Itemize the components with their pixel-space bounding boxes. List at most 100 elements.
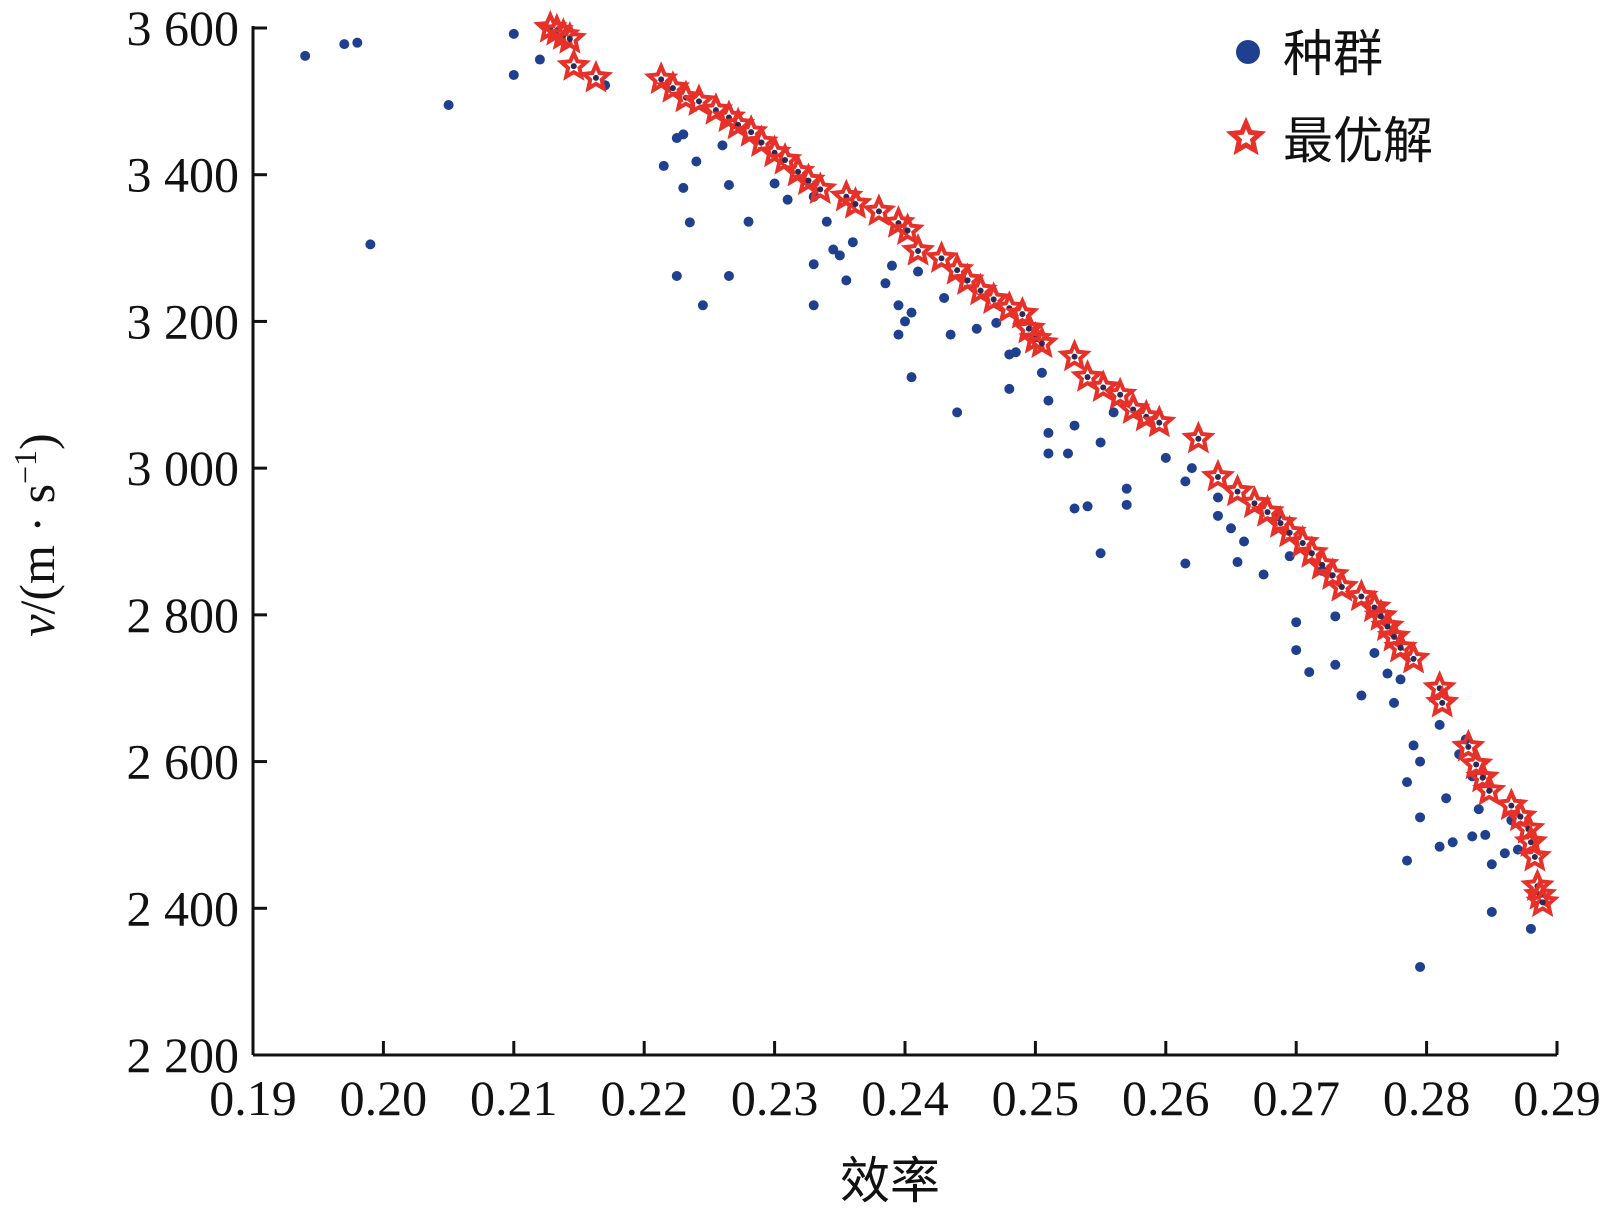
- population-point: [880, 278, 891, 289]
- optimal-point-center: [1329, 572, 1336, 579]
- optimal-point: [1472, 772, 1507, 806]
- optimal-point-center: [1465, 743, 1472, 750]
- x-axis-ticks: 0.19 0.20 0.21 0.22 0.23 0.24 0.25 0.26 0.27 0.28…: [209, 1041, 1601, 1126]
- y-axis-unit: /(m · s: [9, 484, 65, 615]
- population-point: [1473, 804, 1484, 815]
- optimal-point-center: [904, 227, 911, 234]
- population-point: [1447, 837, 1458, 848]
- population-point: [828, 244, 839, 255]
- population-point: [1486, 906, 1497, 917]
- population-point: [678, 129, 689, 140]
- population-point: [352, 37, 363, 48]
- series-population: [300, 28, 1536, 972]
- x-tick-label: 0.26: [1122, 1070, 1210, 1126]
- legend-label-optimal: 最优解: [1283, 112, 1433, 170]
- population-point: [1415, 756, 1426, 767]
- population-point: [971, 323, 982, 334]
- optimal-point: [803, 171, 838, 204]
- population-point: [1121, 499, 1132, 510]
- population-point: [365, 239, 376, 250]
- optimal-point: [1459, 746, 1494, 780]
- population-point: [1291, 617, 1302, 628]
- population-point: [1186, 463, 1197, 474]
- optimal-point: [1425, 684, 1460, 718]
- population-point: [906, 307, 917, 318]
- x-tick-label: 0.29: [1513, 1070, 1601, 1126]
- optimal-point-center: [1539, 899, 1546, 906]
- optimal-point-center: [658, 76, 665, 83]
- population-point: [893, 300, 904, 311]
- optimal-point: [556, 48, 591, 81]
- optimal-point-center: [695, 98, 702, 105]
- optimal-point-center: [805, 177, 812, 184]
- population-point: [1043, 448, 1054, 459]
- optimal-point-center: [669, 85, 676, 92]
- optimal-point-center: [964, 277, 971, 284]
- population-point: [893, 329, 904, 340]
- optimal-point-center: [875, 208, 882, 215]
- population-point: [1304, 667, 1315, 678]
- optimal-point-center: [1299, 539, 1306, 546]
- optimal-point: [976, 281, 1011, 315]
- optimal-point-center: [1384, 623, 1391, 630]
- optimal-point-center: [1308, 550, 1315, 557]
- optimal-point: [992, 290, 1027, 323]
- optimal-point-center: [1195, 435, 1202, 442]
- population-point: [1043, 427, 1054, 438]
- optimal-point: [1517, 838, 1552, 872]
- y-axis-variable: v: [9, 614, 65, 637]
- optimal-point: [1396, 640, 1431, 674]
- optimal-point-center: [1517, 813, 1524, 820]
- population-point: [1121, 483, 1132, 494]
- optimal-point-center: [1025, 325, 1032, 332]
- optimal-point-center: [1531, 853, 1538, 860]
- x-tick-label: 0.24: [861, 1070, 949, 1126]
- population-point: [1036, 367, 1047, 378]
- optimal-point-center: [795, 168, 802, 175]
- population-point: [1369, 648, 1380, 658]
- optimal-point: [1116, 391, 1151, 425]
- population-point: [1258, 569, 1269, 580]
- optimal-point: [861, 193, 897, 226]
- optimal-point: [1103, 376, 1138, 410]
- optimal-point: [1086, 369, 1121, 403]
- population-point: [1082, 501, 1093, 512]
- population-point: [1239, 536, 1250, 547]
- population-point: [1434, 841, 1445, 852]
- optimal-point-center: [1038, 340, 1045, 347]
- x-tick-label: 0.23: [731, 1070, 819, 1126]
- optimal-point: [1451, 728, 1486, 762]
- optimal-point-center: [1277, 520, 1284, 527]
- legend-marker-circle: [1236, 40, 1260, 64]
- optimal-point-center: [1264, 509, 1271, 516]
- legend-label-population: 种群: [1283, 25, 1383, 83]
- x-tick-label: 0.28: [1383, 1070, 1471, 1126]
- y-tick-label: 2 200: [127, 1027, 240, 1083]
- population-point: [1402, 855, 1413, 866]
- population-point: [1389, 697, 1399, 708]
- population-point: [1415, 961, 1426, 972]
- optimal-point-center: [1486, 787, 1493, 794]
- population-point: [508, 28, 519, 39]
- population-point: [1382, 668, 1393, 679]
- population-point: [841, 275, 852, 286]
- optimal-point: [1057, 338, 1092, 372]
- legend-item-population: 种群: [1236, 25, 1383, 83]
- population-point: [900, 316, 910, 327]
- optimal-point: [1024, 325, 1060, 359]
- optimal-point-center: [1358, 593, 1365, 600]
- optimal-point-center: [990, 296, 997, 303]
- x-tick-label: 0.27: [1252, 1070, 1340, 1126]
- population-point: [886, 260, 897, 271]
- population-point: [906, 372, 917, 383]
- y-tick-label: 3 600: [127, 0, 240, 56]
- population-point: [443, 100, 454, 111]
- population-point: [821, 216, 832, 227]
- optimal-point-center: [1371, 604, 1378, 611]
- population-point: [952, 407, 963, 418]
- population-point: [1069, 503, 1080, 514]
- optimal-point: [1129, 398, 1164, 432]
- population-point: [1291, 645, 1302, 656]
- population-point: [1063, 448, 1073, 459]
- population-point: [658, 160, 669, 171]
